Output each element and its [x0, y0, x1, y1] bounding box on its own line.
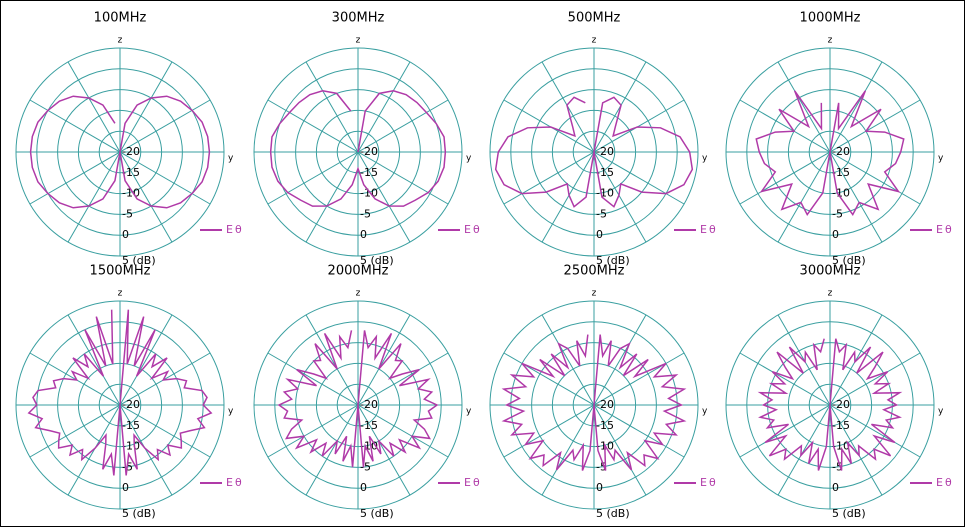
r-tick-label: -20: [596, 398, 614, 411]
r-tick-label: -10: [832, 440, 850, 453]
axis-label-y: y: [466, 407, 472, 417]
chart-title: 300MHz: [332, 11, 385, 26]
axis-label-y: y: [228, 154, 234, 164]
polar-chart: 3000MHz -20 -15 -10 -5 0 5 (dB) z y Eθ: [725, 264, 954, 520]
r-tick-label: 5 (dB): [596, 254, 630, 267]
r-tick-label: -15: [360, 166, 378, 179]
axis-label-z: z: [828, 36, 833, 46]
r-tick-label: 0: [122, 228, 129, 241]
chart-title: 1000MHz: [800, 11, 861, 26]
r-tick-label: 5 (dB): [832, 507, 866, 520]
pattern-line: [277, 330, 439, 468]
r-tick-label: -10: [360, 187, 378, 200]
axis-label-z: z: [828, 289, 833, 299]
r-tick-label: 5 (dB): [122, 507, 156, 520]
pattern-line: [755, 90, 905, 216]
axis-label-y: y: [702, 154, 708, 164]
r-tick-label: -20: [596, 145, 614, 158]
r-tick-label: -5: [596, 207, 607, 220]
pattern-line: [757, 338, 903, 471]
axis-label-y: y: [702, 407, 708, 417]
r-tick-label: -5: [122, 207, 133, 220]
legend-label: Eθ: [936, 223, 954, 236]
axis-label-z: z: [592, 36, 597, 46]
r-tick-label: -15: [360, 419, 378, 432]
r-tick-label: 5 (dB): [832, 254, 866, 267]
chart-title: 2500MHz: [564, 264, 625, 279]
legend-label: Eθ: [226, 223, 244, 236]
r-tick-label: -5: [832, 207, 843, 220]
axis-label-y: y: [938, 407, 944, 417]
axis-label-z: z: [592, 289, 597, 299]
r-tick-label: -20: [360, 398, 378, 411]
polar-chart: 500MHz -20 -15 -10 -5 0 5 (dB) z y Eθ: [489, 11, 718, 267]
chart-title: 1500MHz: [90, 264, 151, 279]
r-tick-label: -20: [122, 145, 140, 158]
r-tick-label: -20: [360, 145, 378, 158]
r-tick-label: 5 (dB): [360, 507, 394, 520]
legend-label: Eθ: [936, 476, 954, 489]
r-tick-label: -20: [122, 398, 140, 411]
pattern-line: [27, 309, 213, 476]
axis-label-z: z: [118, 36, 123, 46]
r-tick-label: -10: [596, 187, 614, 200]
r-tick-label: 0: [832, 228, 839, 241]
axis-label-y: y: [228, 407, 234, 417]
r-tick-label: -20: [832, 398, 850, 411]
r-tick-label: -20: [832, 145, 850, 158]
axis-label-y: y: [466, 154, 472, 164]
pattern-line: [501, 334, 687, 471]
r-tick-label: 0: [122, 481, 129, 494]
r-tick-label: 0: [360, 228, 367, 241]
r-tick-label: 0: [360, 481, 367, 494]
legend-label: Eθ: [700, 223, 718, 236]
r-tick-label: -15: [596, 166, 614, 179]
legend-label: Eθ: [700, 476, 718, 489]
chart-title: 100MHz: [94, 11, 147, 26]
r-tick-label: -15: [122, 166, 140, 179]
r-tick-label: 5 (dB): [360, 254, 394, 267]
r-tick-label: 5 (dB): [122, 254, 156, 267]
r-tick-label: 0: [832, 481, 839, 494]
axis-label-z: z: [356, 36, 361, 46]
r-tick-label: -15: [596, 419, 614, 432]
chart-title: 3000MHz: [800, 264, 861, 279]
legend-label: Eθ: [226, 476, 244, 489]
r-tick-label: 0: [596, 481, 603, 494]
pattern-line: [269, 89, 447, 207]
r-tick-label: -15: [832, 419, 850, 432]
r-tick-label: -5: [360, 460, 371, 473]
r-tick-label: -5: [360, 207, 371, 220]
pattern-line: [494, 96, 694, 208]
r-tick-label: 0: [596, 228, 603, 241]
pattern-line: [29, 95, 211, 209]
axis-label-z: z: [118, 289, 123, 299]
axis-label-y: y: [938, 154, 944, 164]
polar-chart: 300MHz -20 -15 -10 -5 0 5 (dB) z y Eθ: [253, 11, 482, 267]
r-tick-label: -15: [122, 419, 140, 432]
r-tick-label: 5 (dB): [596, 507, 630, 520]
r-tick-label: -5: [596, 460, 607, 473]
legend-label: Eθ: [464, 476, 482, 489]
chart-title: 2000MHz: [328, 264, 389, 279]
axis-label-z: z: [356, 289, 361, 299]
r-tick-label: -15: [832, 166, 850, 179]
r-tick-label: -5: [832, 460, 843, 473]
legend-label: Eθ: [464, 223, 482, 236]
chart-title: 500MHz: [568, 11, 621, 26]
